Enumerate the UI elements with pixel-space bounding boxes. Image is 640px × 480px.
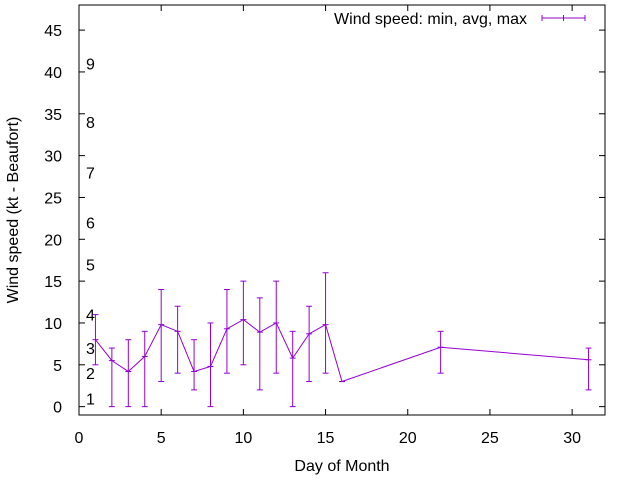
- beaufort-label: 7: [86, 165, 95, 182]
- x-tick-label: 25: [481, 430, 499, 447]
- beaufort-label: 6: [86, 216, 95, 233]
- y-tick-label: 40: [44, 65, 62, 82]
- x-axis-ticks: 0 5 10 15 20 25 30: [75, 5, 581, 447]
- legend: Wind speed: min, avg, max: [334, 11, 586, 28]
- y-axis-label: Wind speed (kt - Beaufort): [5, 117, 22, 304]
- beaufort-label: 9: [86, 57, 95, 74]
- y-tick-label: 25: [44, 190, 62, 207]
- legend-label: Wind speed: min, avg, max: [334, 11, 527, 28]
- y-tick-label: 10: [44, 316, 62, 333]
- beaufort-label: 8: [86, 115, 95, 132]
- series-line: [95, 319, 589, 383]
- y-tick-label: 45: [44, 23, 62, 40]
- beaufort-label: 5: [86, 257, 95, 274]
- x-axis-label: Day of Month: [294, 458, 389, 475]
- beaufort-scale-labels: 1 2 3 4 5 6 7 8 9: [86, 57, 95, 409]
- x-tick-label: 10: [234, 430, 252, 447]
- y-tick-label: 30: [44, 149, 62, 166]
- x-tick-label: 20: [399, 430, 417, 447]
- beaufort-label: 3: [86, 341, 95, 358]
- y-tick-label: 35: [44, 107, 62, 124]
- series-group: [92, 272, 592, 408]
- x-tick-label: 15: [317, 430, 335, 447]
- beaufort-label: 4: [86, 308, 95, 325]
- y-tick-label: 20: [44, 232, 62, 249]
- y-tick-label: 15: [44, 274, 62, 291]
- x-tick-label: 5: [157, 430, 166, 447]
- y-tick-label: 5: [53, 358, 62, 375]
- beaufort-label: 1: [86, 391, 95, 408]
- x-tick-label: 30: [563, 430, 581, 447]
- x-tick-label: 0: [75, 430, 84, 447]
- beaufort-label: 2: [86, 366, 95, 383]
- y-tick-label: 0: [53, 400, 62, 417]
- plot-frame: [78, 4, 606, 416]
